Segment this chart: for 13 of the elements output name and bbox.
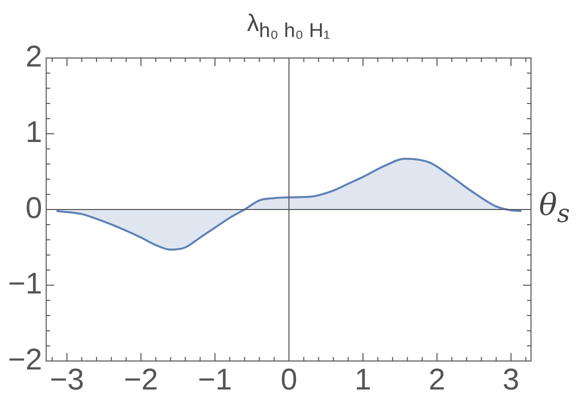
x-tick-label: −3 [50,363,84,396]
chart-title: λ$_{h₀ h₀ H₁}$ [247,10,330,43]
x-axis-title: θ$_{s}$ [539,188,570,228]
y-tick-label: −1 [8,268,42,301]
x-tick-label: −1 [198,363,232,396]
x-tick-label: 3 [502,363,520,396]
x-tick-label: 1 [354,363,372,396]
y-tick-label: 0 [26,192,42,225]
y-tick-label: 1 [26,116,42,150]
x-tick-label: 0 [280,363,298,396]
x-tick-label: −2 [124,363,158,396]
y-tick-label: 2 [26,40,42,74]
x-tick-label: 2 [428,363,446,396]
